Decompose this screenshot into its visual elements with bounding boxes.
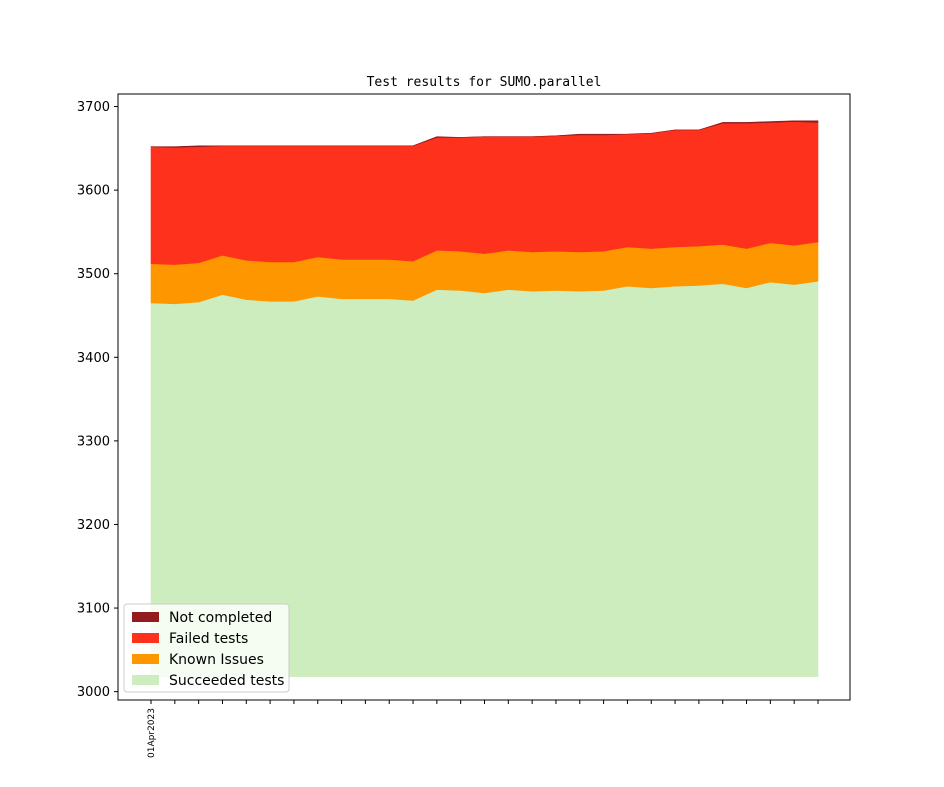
x-tick-label: 01Apr2023 (147, 708, 157, 758)
legend-label-failed-tests: Failed tests (169, 631, 248, 647)
legend-swatch-not-completed (132, 612, 159, 622)
area-not-completed (150, 120, 819, 148)
legend-label-succeeded-tests: Succeeded tests (169, 673, 284, 689)
y-tick-label: 3600 (77, 184, 110, 199)
legend-swatch-failed-tests (132, 633, 159, 643)
y-tick-label: 3200 (77, 518, 110, 533)
legend-box (123, 603, 290, 693)
legend-label-not-completed: Not completed (169, 610, 272, 626)
legend-label-known-issues: Known Issues (169, 652, 264, 668)
y-tick-label: 3000 (77, 685, 110, 700)
legend-swatch-succeeded-tests (132, 675, 159, 685)
y-tick-label: 3500 (77, 267, 110, 282)
y-tick-label: 3400 (77, 351, 110, 366)
y-axis: 3000 3100 3200 3300 3400 3500 3600 3700 (77, 100, 118, 700)
legend-swatch-known-issues (132, 654, 159, 664)
chart-title: Test results for SUMO.parallel (367, 75, 602, 90)
y-tick-label: 3700 (77, 100, 110, 115)
area-series-group (150, 120, 819, 677)
x-axis: 01Apr2023 (147, 700, 819, 758)
area-failed-tests (150, 121, 819, 265)
y-tick-label: 3100 (77, 602, 110, 617)
legend: Not completed Failed tests Known Issues Suc… (123, 603, 290, 693)
y-tick-label: 3300 (77, 434, 110, 449)
